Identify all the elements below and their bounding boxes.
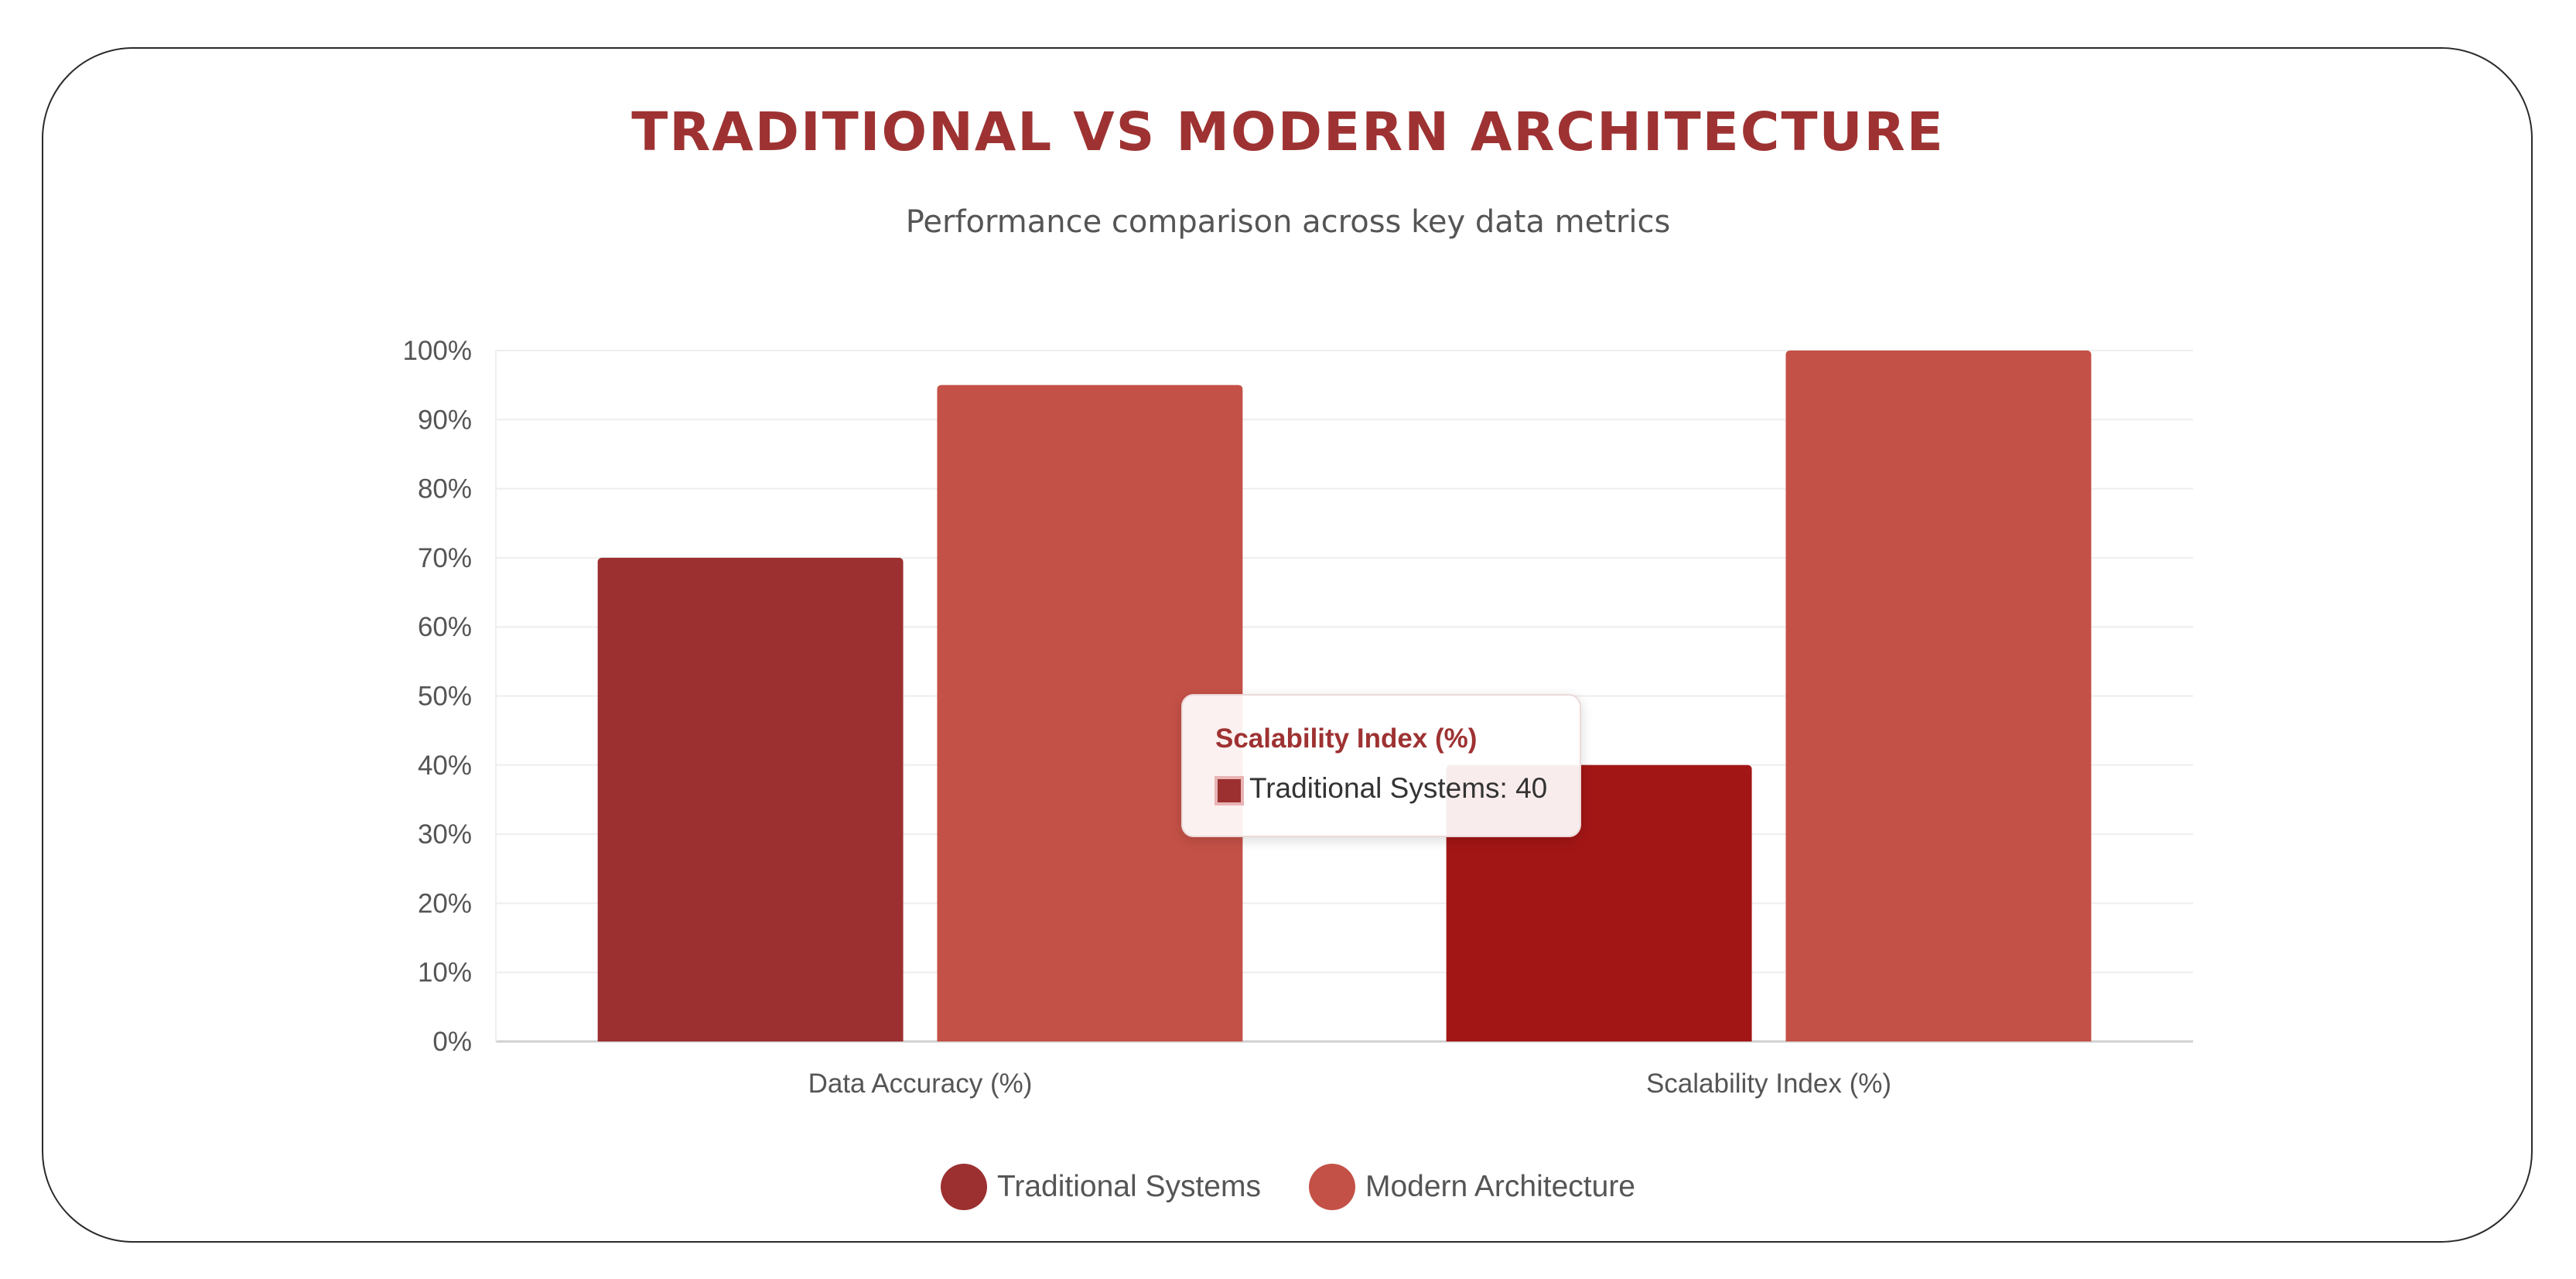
x-tick-label: Data Accuracy (%) <box>808 1069 1033 1099</box>
x-tick-label: Scalability Index (%) <box>1646 1069 1891 1099</box>
tooltip-color-swatch <box>1215 776 1244 805</box>
y-tick-label: 10% <box>418 958 472 988</box>
legend-item-traditional-systems[interactable]: Traditional Systems <box>940 1164 1261 1210</box>
legend-item-modern-architecture[interactable]: Modern Architecture <box>1309 1164 1635 1210</box>
y-tick-label: 70% <box>418 543 472 573</box>
legend-label: Traditional Systems <box>996 1170 1261 1203</box>
legend-marker <box>940 1164 987 1210</box>
chart-legend: Traditional Systems Modern Architecture <box>0 1162 2576 1212</box>
chart-subtitle: Performance comparison across key data m… <box>905 204 1671 240</box>
y-tick-label: 90% <box>418 405 472 435</box>
bar-traditional-systems-0[interactable] <box>597 557 904 1041</box>
tooltip-value: Traditional Systems: 40 <box>1249 772 1548 804</box>
chart-title: TRADITIONAL VS MODERN ARCHITECTURE <box>631 101 1945 163</box>
y-tick-label: 50% <box>418 682 472 712</box>
tooltip-title: Scalability Index (%) <box>1215 723 1478 754</box>
bar-modern-architecture-0[interactable] <box>937 385 1243 1041</box>
y-tick-label: 20% <box>418 888 472 918</box>
bar-modern-architecture-1[interactable] <box>1785 351 2092 1041</box>
y-tick-label: 60% <box>418 612 472 642</box>
y-tick-label: 30% <box>418 819 472 850</box>
chart-card <box>42 47 2533 1243</box>
y-tick-label: 0% <box>432 1027 472 1057</box>
y-tick-label: 40% <box>418 751 472 781</box>
y-tick-label: 80% <box>418 474 472 504</box>
legend-label: Modern Architecture <box>1365 1170 1636 1203</box>
legend-marker <box>1309 1164 1355 1210</box>
y-tick-label: 100% <box>402 336 472 366</box>
chart-tooltip: Scalability Index (%) Traditional System… <box>1181 694 1581 837</box>
